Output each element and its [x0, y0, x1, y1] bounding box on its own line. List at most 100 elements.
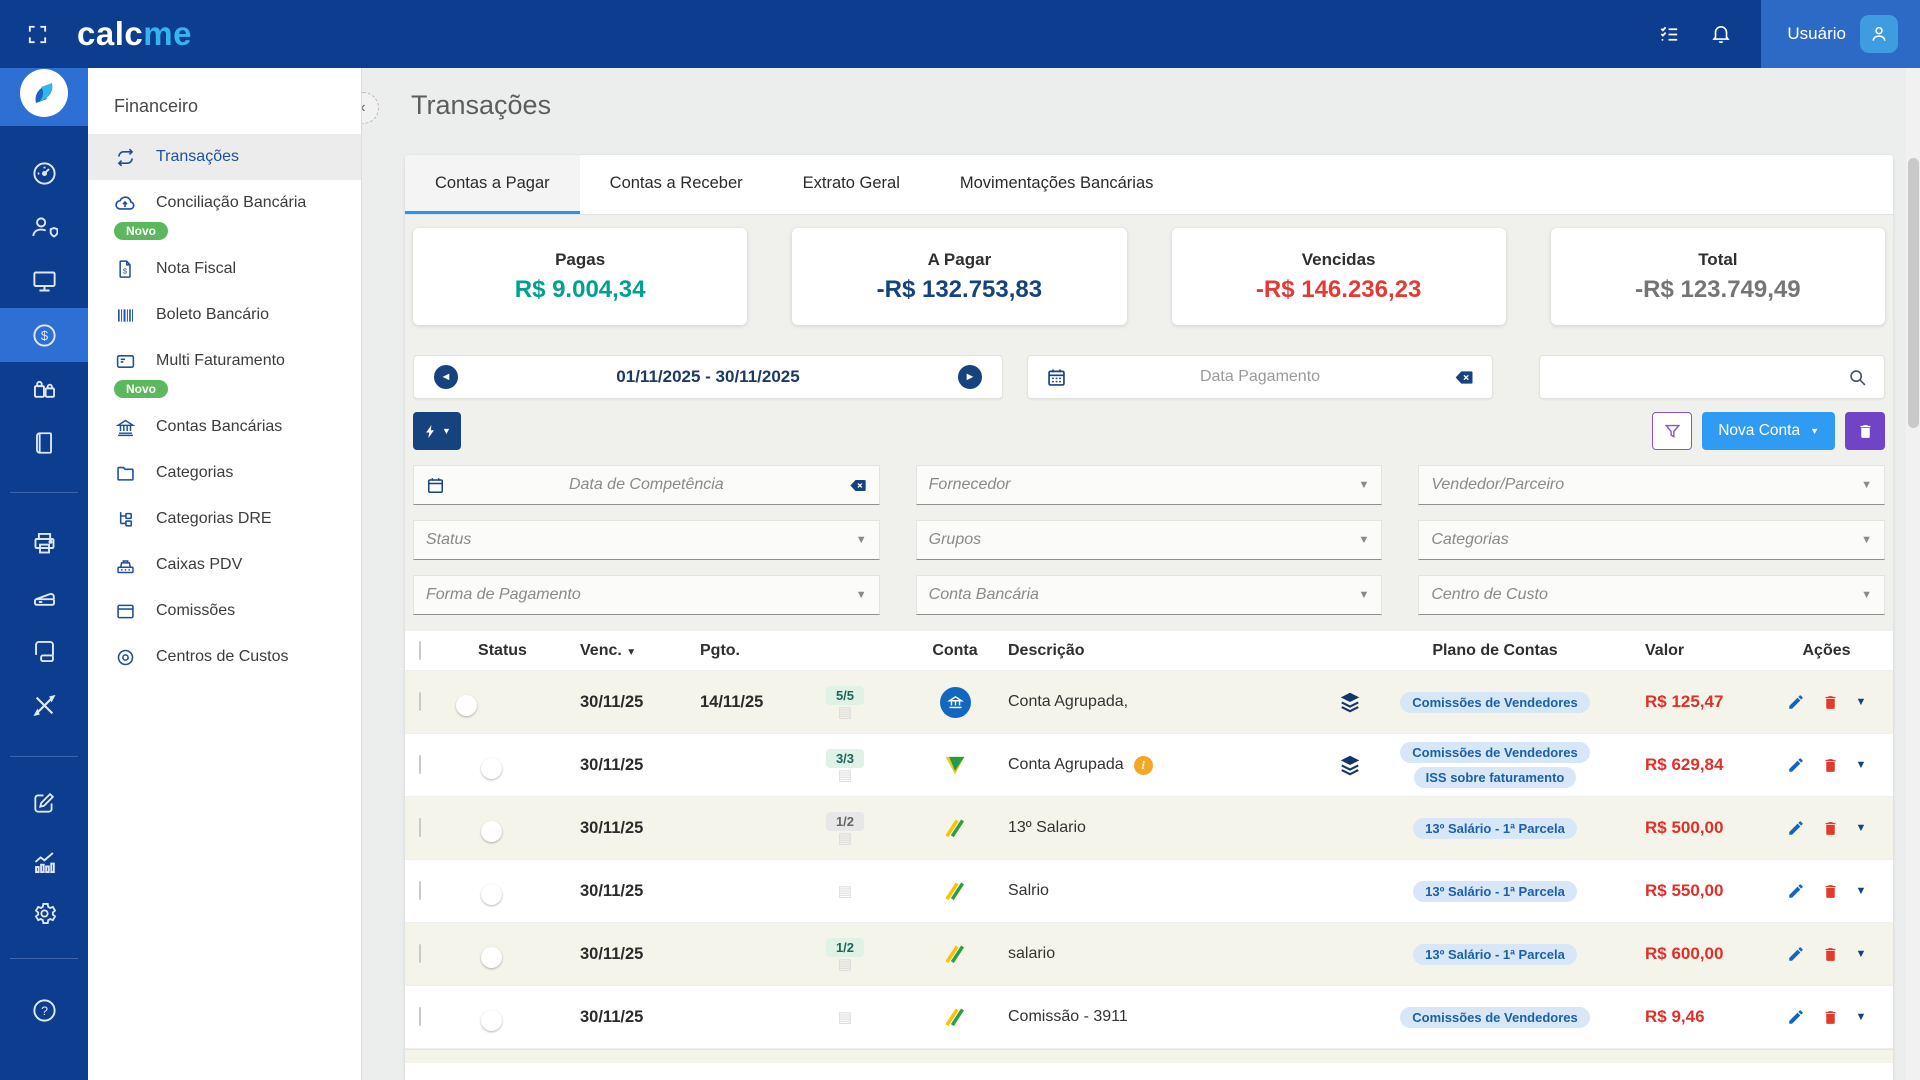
sidebar-item-multi-faturamento[interactable]: Multi Faturamento Novo — [88, 338, 361, 404]
user-menu[interactable]: Usuário — [1761, 0, 1920, 68]
receipts-icon[interactable] — [0, 624, 88, 678]
page-title: Transações — [411, 90, 552, 120]
next-period-button[interactable]: ► — [958, 365, 982, 389]
search-input[interactable] — [1539, 355, 1885, 399]
filter-centro-custo[interactable]: Centro de Custo ▼ — [1418, 575, 1885, 615]
edit-icon[interactable] — [0, 776, 88, 830]
quick-actions-button[interactable]: ▼ — [413, 412, 461, 450]
purchases-icon[interactable] — [0, 362, 88, 416]
layers-icon[interactable] — [1339, 754, 1361, 776]
sidebar-item-transacoes[interactable]: Transações — [88, 134, 361, 180]
calendar-icon — [1046, 367, 1067, 388]
app-logo-tile[interactable] — [0, 60, 88, 126]
delete-row-icon[interactable] — [1822, 946, 1839, 963]
bb-logo-icon — [942, 878, 968, 904]
help-icon[interactable]: ? — [0, 983, 88, 1037]
nova-conta-button[interactable]: Nova Conta ▼ — [1702, 412, 1835, 450]
row-expand-icon[interactable]: ▼ — [1855, 696, 1867, 708]
scanner-icon[interactable] — [0, 570, 88, 624]
layers-icon[interactable] — [1339, 691, 1361, 713]
table-row: 30/11/25 1/2 ▤ 13º Salario 13º Salário - … — [405, 797, 1893, 860]
pos-monitor-icon[interactable] — [0, 254, 88, 308]
filter-button[interactable] — [1652, 412, 1693, 450]
bulk-delete-button[interactable] — [1845, 412, 1885, 450]
sidebar-item-comissoes[interactable]: Comissões — [88, 588, 361, 634]
scrollbar-thumb[interactable] — [1908, 158, 1919, 428]
delete-row-icon[interactable] — [1822, 883, 1839, 900]
row-expand-icon[interactable]: ▼ — [1855, 822, 1867, 834]
edit-row-icon[interactable] — [1787, 1008, 1805, 1026]
receipt-ghost-icon: ▤ — [837, 882, 853, 900]
catalog-icon[interactable] — [0, 416, 88, 470]
settings-icon[interactable] — [0, 886, 88, 940]
delete-row-icon[interactable] — [1822, 757, 1839, 774]
tools-icon[interactable] — [0, 678, 88, 732]
bb-logo-icon — [942, 1004, 968, 1030]
fullscreen-icon[interactable] — [26, 23, 49, 46]
sidebar-item-boleto-bancario[interactable]: Boleto Bancário — [88, 292, 361, 338]
row-expand-icon[interactable]: ▼ — [1855, 1011, 1867, 1023]
sidebar-item-categorias[interactable]: Categorias — [88, 450, 361, 496]
filter-status[interactable]: Status ▼ — [413, 520, 880, 560]
data-pagamento-field[interactable]: Data Pagamento — [1027, 355, 1493, 399]
filter-forma-pagamento[interactable]: Forma de Pagamento ▼ — [413, 575, 880, 615]
date-range-value[interactable]: 01/11/2025 - 30/11/2025 — [616, 367, 800, 386]
summary-card-a-pagar: A Pagar -R$ 132.753,83 — [792, 228, 1127, 325]
row-expand-icon[interactable]: ▼ — [1855, 885, 1867, 897]
filter-data-competencia[interactable]: Data de Competência — [413, 465, 880, 505]
filter-vendedor-parceiro[interactable]: Vendedor/Parceiro ▼ — [1418, 465, 1885, 505]
sidebar-item-categorias-dre[interactable]: Categorias DRE — [88, 496, 361, 542]
row-checkbox[interactable] — [419, 1007, 421, 1026]
bb-logo-icon — [942, 815, 968, 841]
tab-movimentacoes-bancarias[interactable]: Movimentações Bancárias — [959, 173, 1154, 192]
edit-row-icon[interactable] — [1787, 693, 1805, 711]
column-venc[interactable]: Venc. ▼ — [580, 641, 637, 659]
row-checkbox[interactable] — [419, 944, 421, 963]
filter-grupos[interactable]: Grupos ▼ — [915, 520, 1383, 560]
edit-row-icon[interactable] — [1787, 819, 1805, 837]
filter-fornecedor[interactable]: Fornecedor ▼ — [915, 465, 1383, 505]
top-navbar: calcme Usuário — [0, 0, 1920, 68]
select-all-checkbox[interactable] — [419, 640, 421, 660]
customers-icon[interactable] — [0, 200, 88, 254]
delete-row-icon[interactable] — [1822, 694, 1839, 711]
row-expand-icon[interactable]: ▼ — [1855, 759, 1867, 771]
sidebar-item-contas-bancarias[interactable]: Contas Bancárias — [88, 404, 361, 450]
tab-extrato-geral[interactable]: Extrato Geral — [802, 173, 900, 192]
info-icon[interactable]: i — [1133, 755, 1153, 775]
search-icon[interactable] — [1847, 367, 1868, 388]
bell-icon[interactable] — [1695, 0, 1747, 68]
row-checkbox[interactable] — [419, 755, 421, 774]
row-checkbox[interactable] — [419, 881, 421, 900]
edit-row-icon[interactable] — [1787, 756, 1805, 774]
sidebar-item-centros-de-custos[interactable]: Centros de Custos — [88, 634, 361, 680]
delete-row-icon[interactable] — [1822, 1009, 1839, 1026]
reports-icon[interactable] — [0, 835, 88, 889]
icon-rail: $ ? — [0, 60, 88, 1080]
clear-date-icon[interactable] — [848, 476, 867, 495]
dashboard-icon[interactable] — [0, 146, 88, 200]
row-expand-icon[interactable]: ▼ — [1855, 948, 1867, 960]
sidebar-item-caixas-pdv[interactable]: Caixas PDV — [88, 542, 361, 588]
edit-row-icon[interactable] — [1787, 945, 1805, 963]
finance-icon[interactable]: $ — [0, 308, 88, 362]
clear-date-icon[interactable] — [1453, 367, 1474, 388]
user-avatar-icon — [1860, 15, 1898, 53]
chevron-down-icon: ▼ — [1358, 534, 1370, 546]
sidebar-item-conciliacao-bancaria[interactable]: Conciliação Bancária Novo — [88, 180, 361, 246]
row-checkbox[interactable] — [419, 818, 421, 837]
plano-contas-chip: Comissões de Vendedores — [1400, 691, 1590, 713]
filter-conta-bancaria[interactable]: Conta Bancária ▼ — [915, 575, 1383, 615]
tab-contas-a-pagar[interactable]: Contas a Pagar — [405, 155, 580, 214]
delete-row-icon[interactable] — [1822, 820, 1839, 837]
printer-icon[interactable] — [0, 516, 88, 570]
edit-row-icon[interactable] — [1787, 882, 1805, 900]
tab-contas-a-receber[interactable]: Contas a Receber — [609, 173, 743, 192]
sidebar-item-nota-fiscal[interactable]: $ Nota Fiscal — [88, 246, 361, 292]
prev-period-button[interactable]: ◄ — [434, 365, 458, 389]
tasklist-icon[interactable] — [1643, 0, 1695, 68]
row-checkbox[interactable] — [419, 692, 421, 711]
page-scrollbar[interactable] — [1906, 68, 1920, 1080]
filter-categorias[interactable]: Categorias ▼ — [1418, 520, 1885, 560]
transactions-table: Status Venc. ▼ Pgto. Conta Descrição Pla… — [405, 631, 1893, 1063]
